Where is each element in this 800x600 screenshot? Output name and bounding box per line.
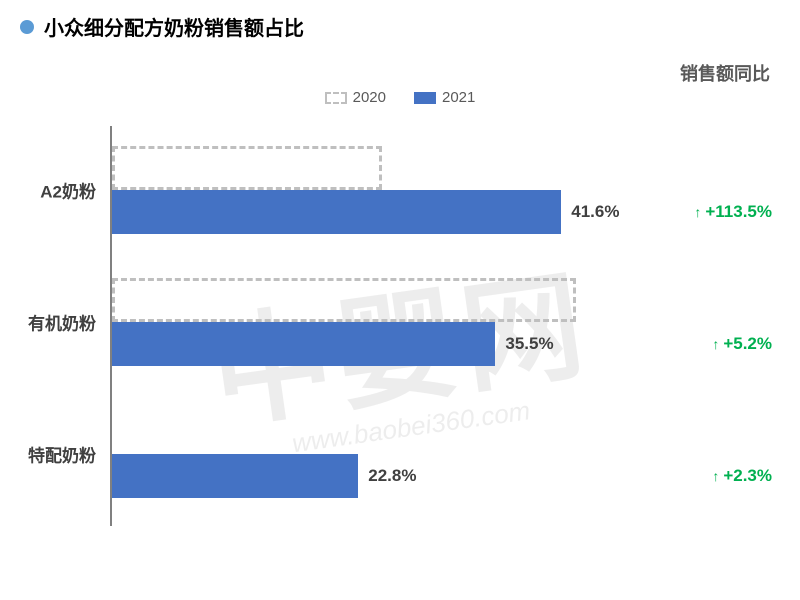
title-row: 小众细分配方奶粉销售额占比 bbox=[0, 0, 800, 49]
value-label: 41.6% bbox=[561, 202, 619, 222]
bar-group: 有机奶粉35.5% bbox=[110, 278, 650, 366]
yoy-value: ↑ +5.2% bbox=[712, 334, 772, 354]
legend: 2020 2021 bbox=[0, 89, 800, 106]
bar-2020 bbox=[112, 146, 382, 190]
legend-swatch-2021 bbox=[414, 92, 436, 104]
title-bullet bbox=[20, 20, 34, 34]
value-label: 35.5% bbox=[495, 334, 553, 354]
yoy-column-header: 销售额同比 bbox=[680, 60, 770, 86]
category-label: 特配奶粉 bbox=[28, 442, 110, 467]
legend-item-2021: 2021 bbox=[414, 89, 475, 106]
bar-group: A2奶粉41.6% bbox=[110, 146, 650, 234]
bar-2021: 22.8% bbox=[112, 454, 358, 498]
yoy-value: ↑ +2.3% bbox=[712, 466, 772, 486]
category-label: 有机奶粉 bbox=[28, 310, 110, 335]
bar-2021: 35.5% bbox=[112, 322, 495, 366]
bar-2021: 41.6% bbox=[112, 190, 561, 234]
category-label: A2奶粉 bbox=[40, 178, 110, 203]
bar-2020 bbox=[112, 278, 576, 322]
legend-label-2021: 2021 bbox=[442, 89, 475, 106]
value-label: 22.8% bbox=[358, 466, 416, 486]
yoy-text: +5.2% bbox=[723, 334, 772, 354]
chart-title: 小众细分配方奶粉销售额占比 bbox=[44, 12, 304, 41]
chart-area: A2奶粉41.6% 有机奶粉35.5% 特配奶粉22.8% bbox=[110, 126, 650, 526]
yoy-value: ↑ +113.5% bbox=[694, 202, 772, 222]
legend-item-2020: 2020 bbox=[325, 89, 386, 106]
yoy-text: +113.5% bbox=[705, 202, 772, 222]
up-arrow-icon: ↑ bbox=[712, 469, 719, 483]
up-arrow-icon: ↑ bbox=[694, 205, 701, 219]
legend-swatch-2020 bbox=[325, 92, 347, 104]
legend-label-2020: 2020 bbox=[353, 89, 386, 106]
yoy-text: +2.3% bbox=[723, 466, 772, 486]
up-arrow-icon: ↑ bbox=[712, 337, 719, 351]
bar-group: 特配奶粉22.8% bbox=[110, 410, 650, 498]
